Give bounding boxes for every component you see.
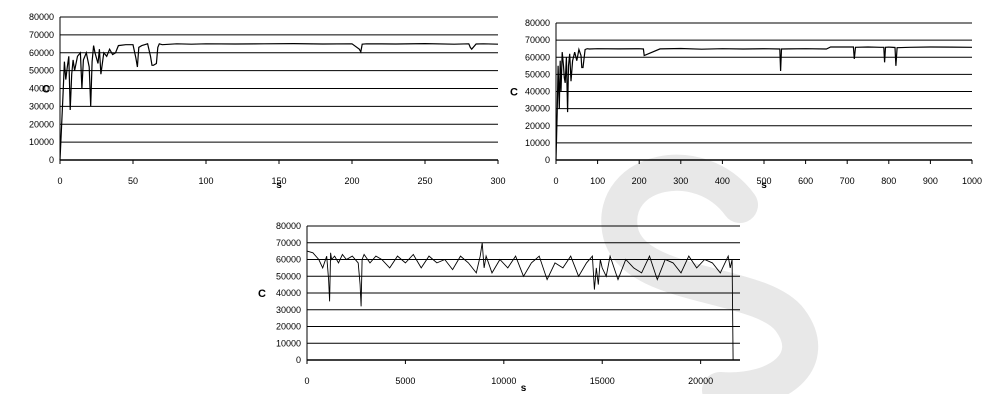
y-tick-label: 60000 — [525, 52, 550, 62]
x-axis-label: s — [521, 383, 527, 394]
y-tick-label: 60000 — [276, 255, 301, 265]
chart-top-right: 0100002000030000400005000060000700008000… — [510, 18, 982, 191]
y-tick-label: 30000 — [29, 101, 54, 111]
x-axis-label: s — [761, 180, 767, 191]
y-tick-label: 10000 — [525, 138, 550, 148]
series-line — [555, 46, 973, 161]
x-tick-label: 400 — [715, 176, 730, 186]
x-tick-labels: 0 50 100 150 200 250 300 — [57, 160, 506, 186]
y-tick-label: 40000 — [525, 87, 550, 97]
y-tick-label: 50000 — [276, 271, 301, 281]
chart-top-left: 0 10000 20000 30000 40000 50000 60000 70000 8000… — [29, 12, 506, 191]
x-tick-label: 20000 — [688, 376, 713, 386]
faint-s-watermark-icon — [601, 154, 819, 394]
x-tick-label: 300 — [490, 176, 505, 186]
y-tick-label: 80000 — [276, 221, 301, 231]
series-line — [306, 242, 735, 361]
chart-bottom: 0100002000030000400005000060000700008000… — [258, 221, 740, 394]
x-tick-label: 700 — [840, 176, 855, 186]
chart-gridlines — [306, 225, 740, 361]
x-tick-label: 150 — [271, 176, 286, 186]
y-tick-label: 30000 — [276, 305, 301, 315]
x-tick-label: 0 — [553, 176, 558, 186]
x-tick-label: 500 — [756, 176, 771, 186]
y-tick-label: 0 — [296, 355, 301, 365]
x-tick-label: 250 — [417, 176, 432, 186]
y-tick-label: 40000 — [276, 288, 301, 298]
y-tick-label: 20000 — [525, 121, 550, 131]
y-tick-labels: 0 10000 20000 30000 40000 50000 60000 70000 8000… — [276, 221, 301, 365]
y-axis-label: C — [510, 87, 518, 99]
x-tick-label: 800 — [881, 176, 896, 186]
y-tick-label: 0 — [545, 155, 550, 165]
y-tick-label: 60000 — [29, 48, 54, 58]
y-axis-label: C — [258, 288, 266, 300]
y-tick-label: 30000 — [525, 104, 550, 114]
x-tick-labels: 0 5000 10000 15000 20000 — [304, 360, 713, 386]
x-tick-label: 50 — [128, 176, 138, 186]
x-tick-label: 15000 — [590, 376, 615, 386]
y-tick-label: 20000 — [29, 119, 54, 129]
chart-gridlines — [59, 16, 498, 161]
x-tick-label: 0 — [304, 376, 309, 386]
x-axis-label: s — [276, 180, 282, 191]
y-tick-label: 50000 — [29, 66, 54, 76]
x-tick-label: 300 — [673, 176, 688, 186]
y-tick-label: 50000 — [525, 69, 550, 79]
y-axis-label: C — [42, 84, 50, 96]
y-tick-labels: 0 10000 20000 30000 40000 50000 60000 70000 8000… — [525, 18, 550, 165]
x-tick-label: 10000 — [491, 376, 516, 386]
series-line — [59, 42, 499, 161]
y-tick-label: 40000 — [29, 84, 54, 94]
y-tick-label: 70000 — [276, 238, 301, 248]
chart-gridlines — [555, 22, 972, 161]
y-tick-label: 70000 — [525, 35, 550, 45]
x-tick-label: 100 — [198, 176, 213, 186]
y-tick-label: 10000 — [276, 338, 301, 348]
y-tick-label: 0 — [49, 155, 54, 165]
y-tick-label: 10000 — [29, 137, 54, 147]
x-tick-label: 1000 — [962, 176, 982, 186]
x-tick-label: 5000 — [395, 376, 415, 386]
x-tick-label: 900 — [923, 176, 938, 186]
y-tick-label: 20000 — [276, 322, 301, 332]
y-tick-label: 70000 — [29, 30, 54, 40]
x-tick-label: 100 — [590, 176, 605, 186]
x-tick-label: 600 — [798, 176, 813, 186]
x-tick-label: 200 — [632, 176, 647, 186]
y-tick-labels: 0 10000 20000 30000 40000 50000 60000 70000 8000… — [29, 12, 54, 165]
watermark-stroke-icon — [601, 154, 819, 394]
x-tick-label: 0 — [57, 176, 62, 186]
x-tick-label: 200 — [344, 176, 359, 186]
x-tick-labels: 0 100 200 300 400 500 600 700 800 900 1000 — [553, 160, 982, 186]
y-tick-label: 80000 — [29, 12, 54, 22]
y-tick-label: 80000 — [525, 18, 550, 28]
